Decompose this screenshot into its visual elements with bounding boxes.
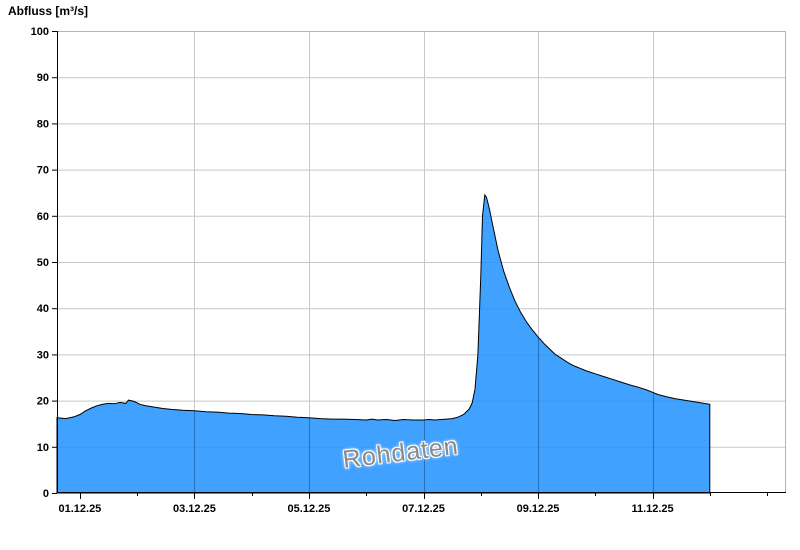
y-tick-label: 90 bbox=[37, 72, 49, 84]
y-tick-label: 30 bbox=[37, 349, 49, 361]
y-tick-label: 70 bbox=[37, 165, 49, 177]
x-tick-label: 11.12.25 bbox=[631, 503, 673, 515]
y-tick-label: 80 bbox=[37, 118, 49, 130]
x-tick-label: 09.12.25 bbox=[517, 503, 560, 515]
discharge-area-series bbox=[56, 193, 711, 494]
y-tick-label: 40 bbox=[37, 303, 49, 315]
y-tick-label: 0 bbox=[43, 488, 49, 500]
x-tick-label: 07.12.25 bbox=[402, 503, 445, 515]
y-tick-label: 100 bbox=[31, 26, 49, 38]
x-tick-label: 05.12.25 bbox=[288, 503, 331, 515]
chart-title: Abfluss [m³/s] bbox=[8, 4, 89, 18]
x-tick-label: 01.12.25 bbox=[58, 503, 101, 515]
y-tick-label: 20 bbox=[37, 396, 49, 408]
y-tick-label: 50 bbox=[37, 257, 49, 269]
y-tick-label: 60 bbox=[37, 211, 49, 223]
y-tick-label: 10 bbox=[37, 442, 49, 454]
x-tick-label: 03.12.25 bbox=[173, 503, 216, 515]
